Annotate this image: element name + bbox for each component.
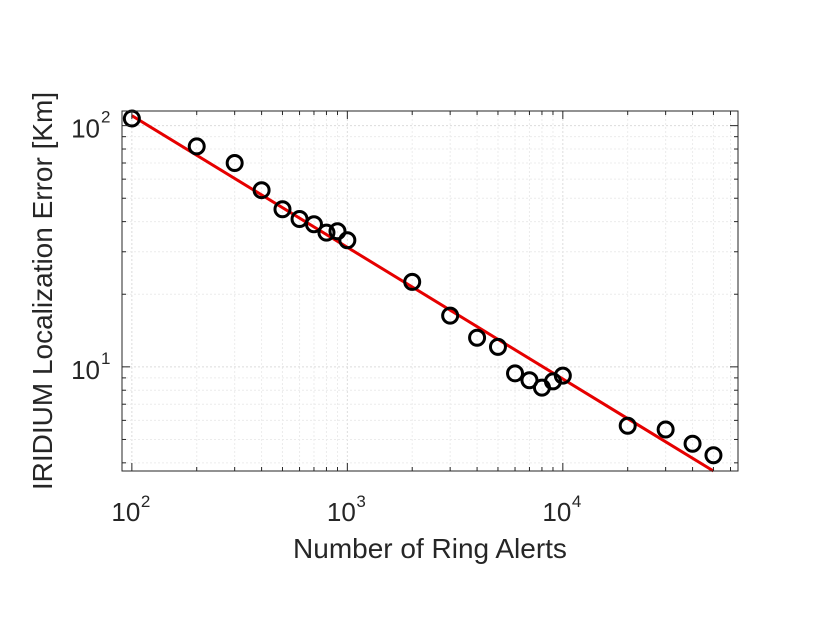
y-tick-label-exponent: 1 (101, 349, 110, 368)
data-point (328, 222, 347, 241)
data-point (225, 154, 244, 173)
y-axis-label: IRIDIUM Localization Error [Km] (27, 92, 58, 490)
tick-labels: 10 2 10 3 10 410 110 2 (71, 108, 581, 527)
data-point (338, 231, 357, 250)
y-tick-label-base: 10 (71, 114, 100, 144)
data-point (304, 215, 323, 234)
x-tick-label-base: 10 (542, 497, 571, 527)
data-point (488, 337, 507, 356)
data-point (441, 306, 460, 325)
x-tick-label-exponent: 2 (141, 492, 150, 511)
x-tick-label-exponent: 3 (356, 492, 365, 511)
grid (121, 111, 738, 471)
data-point (683, 434, 702, 453)
data-point (187, 137, 206, 156)
y-tick-label-exponent: 2 (101, 108, 110, 127)
x-tick-label-exponent: 4 (572, 492, 581, 511)
x-tick-label-base: 10 (111, 497, 140, 527)
data-point (618, 416, 637, 435)
x-axis-label: Number of Ring Alerts (293, 533, 567, 564)
data-point (704, 446, 723, 465)
y-tick-label-base: 10 (71, 355, 100, 385)
data-point (317, 223, 336, 242)
data-series (122, 109, 723, 473)
data-point (468, 328, 487, 347)
data-point (656, 420, 675, 439)
data-point (553, 366, 572, 385)
data-point (273, 200, 292, 219)
ticks (121, 111, 738, 471)
data-point (403, 272, 422, 291)
fit-line (131, 114, 715, 473)
x-tick-label-base: 10 (327, 497, 356, 527)
data-point (252, 181, 271, 200)
axes-box (121, 110, 739, 472)
data-point (506, 364, 525, 383)
